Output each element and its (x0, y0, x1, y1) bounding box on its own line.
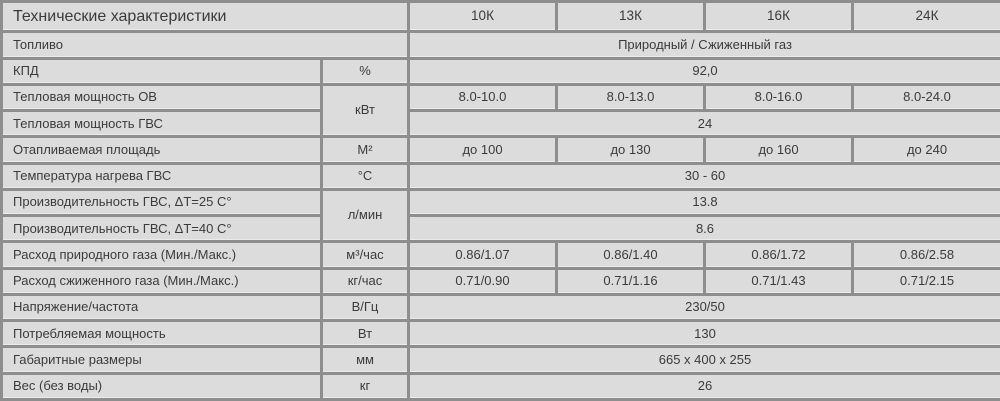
spec-unit: % (320, 56, 410, 86)
spec-label: Тепловая мощность ГВС (0, 109, 323, 139)
table-row-heat-output-ov: Тепловая мощность ОВ кВт 8.0-10.0 8.0-13… (0, 82, 1000, 139)
table-row-gvs-temperature: Температура нагрева ГВС °С 30 - 60 (0, 161, 1000, 191)
spec-value: 0.86/2.58 (851, 240, 1000, 270)
spec-value: 26 (407, 371, 1000, 401)
spec-unit: кг (320, 371, 410, 401)
spec-label: Расход сжиженного газа (Мин./Макс.) (0, 266, 323, 296)
spec-label: Напряжение/частота (0, 292, 323, 323)
spec-value: 8.0-13.0 (555, 82, 706, 113)
spec-value: 0.86/1.07 (407, 240, 558, 270)
spec-value: 8.0-16.0 (703, 82, 854, 113)
spec-value: 24 (407, 109, 1000, 139)
spec-label: Габаритные размеры (0, 345, 323, 375)
spec-value: 665 x 400 x 255 (407, 345, 1000, 375)
spec-label: Вес (без воды) (0, 371, 323, 401)
spec-label: Отапливаемая площадь (0, 135, 323, 165)
table-row-lpg-consumption: Расход сжиженного газа (Мин./Макс.) кг/ч… (0, 266, 1000, 296)
spec-value: 230/50 (407, 292, 1000, 323)
spec-unit: л/мин (320, 187, 410, 244)
spec-value: до 160 (703, 135, 854, 165)
table-row-weight: Вес (без воды) кг 26 (0, 371, 1000, 401)
spec-unit: °С (320, 161, 410, 191)
spec-unit: кг/час (320, 266, 410, 296)
spec-value: 8.6 (407, 214, 1000, 244)
model-header-10k: 10К (407, 0, 558, 34)
spec-unit: мм (320, 345, 410, 375)
spec-value: до 100 (407, 135, 558, 165)
spec-value: 8.0-10.0 (407, 82, 558, 113)
spec-value: до 240 (851, 135, 1000, 165)
table-row-dimensions: Габаритные размеры мм 665 x 400 x 255 (0, 345, 1000, 375)
table-header-row: Технические характеристики 10К 13К 16К 2… (0, 0, 1000, 34)
spec-unit: В/Гц (320, 292, 410, 323)
spec-label: Расход природного газа (Мин./Макс.) (0, 240, 323, 270)
model-header-16k: 16К (703, 0, 854, 34)
table-row-gvs-rate-dt40: Производительность ГВС, ΔT=40 С° 8.6 (0, 214, 1000, 244)
table-row-heat-output-gvs: Тепловая мощность ГВС 24 (0, 109, 1000, 139)
spec-value: 0.71/1.43 (703, 266, 854, 296)
spec-value: 0.86/1.72 (703, 240, 854, 270)
spec-label: Топливо (0, 30, 410, 60)
spec-value: 0.71/0.90 (407, 266, 558, 296)
spec-unit: м³/час (320, 240, 410, 270)
spec-label: Тепловая мощность ОВ (0, 82, 323, 113)
table-row-efficiency: КПД % 92,0 (0, 56, 1000, 86)
spec-value: Природный / Сжиженный газ (407, 30, 1000, 60)
spec-value: 13.8 (407, 187, 1000, 218)
spec-label: КПД (0, 56, 323, 86)
spec-value: 92,0 (407, 56, 1000, 86)
spec-label: Производительность ГВС, ΔT=25 С° (0, 187, 323, 218)
spec-label: Производительность ГВС, ΔT=40 С° (0, 214, 323, 244)
table-row-gvs-rate-dt25: Производительность ГВС, ΔT=25 С° л/мин 1… (0, 187, 1000, 244)
table-row-power-consumption: Потребляемая мощность Вт 130 (0, 319, 1000, 349)
table-row-heated-area: Отапливаемая площадь М² до 100 до 130 до… (0, 135, 1000, 165)
spec-value: 30 - 60 (407, 161, 1000, 191)
spec-value: 0.71/2.15 (851, 266, 1000, 296)
spec-label: Температура нагрева ГВС (0, 161, 323, 191)
spec-unit: кВт (320, 82, 410, 139)
spec-value: 0.86/1.40 (555, 240, 706, 270)
model-header-13k: 13К (555, 0, 706, 34)
spec-label: Потребляемая мощность (0, 319, 323, 349)
table-row-natural-gas-consumption: Расход природного газа (Мин./Макс.) м³/ч… (0, 240, 1000, 270)
page-title: Технические характеристики (0, 0, 410, 34)
spec-value: 130 (407, 319, 1000, 349)
spec-value: 0.71/1.16 (555, 266, 706, 296)
table-row-fuel: Топливо Природный / Сжиженный газ (0, 30, 1000, 60)
spec-value: до 130 (555, 135, 706, 165)
spec-value: 8.0-24.0 (851, 82, 1000, 113)
table-row-voltage-frequency: Напряжение/частота В/Гц 230/50 (0, 292, 1000, 323)
spec-unit: Вт (320, 319, 410, 349)
spec-unit: М² (320, 135, 410, 165)
model-header-24k: 24К (851, 0, 1000, 34)
